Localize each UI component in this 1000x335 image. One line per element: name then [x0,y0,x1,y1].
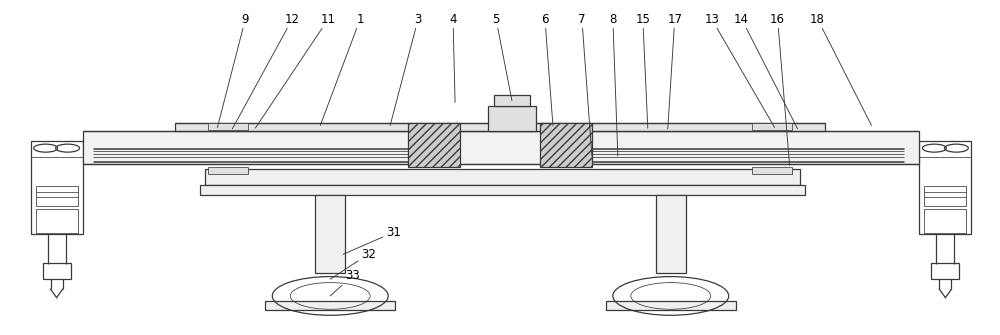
Text: 3: 3 [390,12,422,126]
Text: 8: 8 [609,12,618,156]
Bar [208,167,248,174]
Text: 13: 13 [704,12,775,127]
Bar [919,141,971,234]
Bar [315,195,345,273]
Bar [924,209,966,232]
Bar [408,124,460,167]
Text: 9: 9 [217,12,249,127]
Text: 17: 17 [667,12,682,129]
Bar [656,195,686,273]
Bar [200,185,805,195]
Text: 12: 12 [232,12,300,129]
Text: 5: 5 [492,12,512,101]
Bar [606,301,736,310]
Bar [265,301,395,310]
Bar [175,124,825,131]
Bar [31,141,83,234]
Bar [36,209,78,232]
Text: 32: 32 [330,248,376,279]
Text: 11: 11 [255,12,336,128]
Text: 15: 15 [635,12,650,128]
Bar [488,106,536,131]
Text: 6: 6 [541,12,553,126]
Text: 31: 31 [343,226,401,254]
Text: 4: 4 [449,12,457,103]
Text: 18: 18 [810,12,871,126]
Text: 16: 16 [770,12,790,165]
Bar [43,263,71,279]
Text: 14: 14 [734,12,798,129]
Bar [924,186,966,206]
Text: 33: 33 [330,269,360,296]
Bar [205,169,800,185]
Bar [540,124,592,167]
Bar [752,124,792,130]
Text: 1: 1 [320,12,364,126]
Bar [931,263,959,279]
Bar [83,131,919,164]
Bar [36,186,78,206]
Text: 7: 7 [578,12,592,156]
Bar [208,124,248,130]
Bar [494,95,530,106]
Bar [752,167,792,174]
